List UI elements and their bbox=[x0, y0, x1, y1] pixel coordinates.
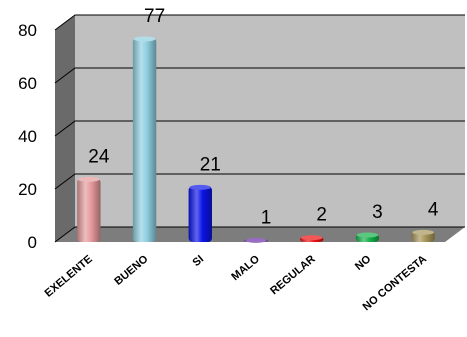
bar-bueno bbox=[133, 36, 156, 242]
category-label: NO bbox=[353, 253, 374, 273]
bar-top bbox=[357, 233, 378, 238]
category-label: MALO bbox=[229, 253, 262, 283]
data-label: 21 bbox=[200, 154, 221, 175]
y-tick-label: 20 bbox=[18, 180, 37, 199]
bar-exelente bbox=[77, 177, 100, 242]
category-label: EXELENTE bbox=[43, 253, 95, 300]
y-tick-label: 40 bbox=[18, 127, 37, 146]
bar-top bbox=[301, 235, 322, 240]
bar-regular bbox=[300, 235, 323, 242]
bar-top bbox=[78, 177, 99, 182]
bar-no bbox=[356, 233, 379, 242]
category-label: REGULAR bbox=[268, 253, 317, 297]
category-label: BUENO bbox=[112, 253, 150, 288]
bar-top bbox=[190, 185, 211, 190]
bar-top bbox=[245, 238, 266, 243]
bar-body bbox=[133, 38, 156, 242]
bar-top bbox=[412, 230, 433, 235]
data-label: 1 bbox=[261, 207, 272, 228]
bar-body bbox=[77, 178, 100, 242]
y-tick-label: 60 bbox=[18, 74, 37, 93]
data-label: 2 bbox=[316, 205, 327, 226]
data-label: 24 bbox=[88, 146, 110, 167]
bar-body bbox=[189, 186, 212, 242]
bar-top bbox=[134, 36, 155, 41]
y-tick-label: 0 bbox=[28, 233, 37, 252]
y-tick-label: 80 bbox=[18, 21, 37, 40]
category-label: SI bbox=[191, 253, 207, 269]
data-label: 77 bbox=[144, 6, 165, 27]
bar-no-contesta bbox=[411, 230, 434, 242]
data-label: 3 bbox=[372, 202, 383, 223]
data-label: 4 bbox=[428, 199, 439, 220]
bar-si bbox=[189, 185, 212, 242]
